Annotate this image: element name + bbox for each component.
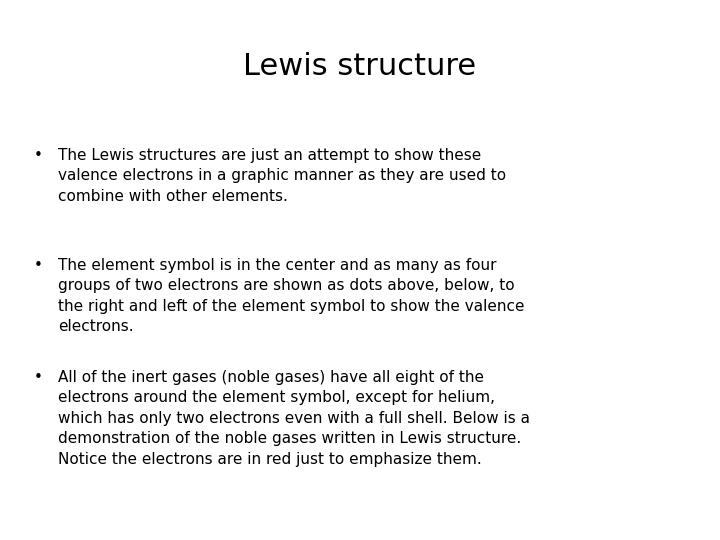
Text: Lewis structure: Lewis structure — [243, 52, 477, 81]
Text: All of the inert gases (noble gases) have all eight of the
electrons around the : All of the inert gases (noble gases) hav… — [58, 370, 530, 467]
Text: The element symbol is in the center and as many as four
groups of two electrons : The element symbol is in the center and … — [58, 258, 524, 334]
Text: •: • — [34, 370, 42, 385]
Text: •: • — [34, 148, 42, 163]
Text: •: • — [34, 258, 42, 273]
Text: The Lewis structures are just an attempt to show these
valence electrons in a gr: The Lewis structures are just an attempt… — [58, 148, 506, 204]
